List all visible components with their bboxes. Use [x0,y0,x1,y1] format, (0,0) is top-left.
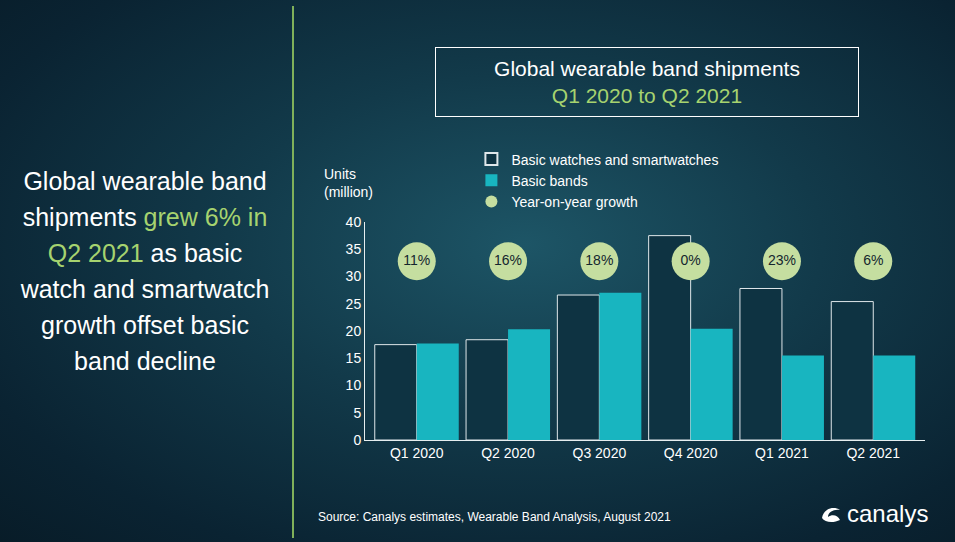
svg-text:15: 15 [346,350,362,366]
html-text:Source: Canalys estimates, Wea: Source: Canalys estimates, Wearable Band… [318,510,671,524]
svg-text:Q2 2020: Q2 2020 [481,445,535,461]
svg-text:0%: 0% [681,252,701,268]
svg-text:6%: 6% [863,252,883,268]
svg-text:40: 40 [346,214,362,230]
svg-text:Q4 2020: Q4 2020 [664,445,718,461]
svg-text:20: 20 [346,323,362,339]
svg-text:10: 10 [346,377,362,393]
svg-text:Units(million): Units(million) [324,166,373,200]
svg-text:25: 25 [346,296,362,312]
svg-text:Year-on-year growth: Year-on-year growth [511,194,637,210]
svg-text:18%: 18% [585,252,613,268]
svg-text:11%: 11% [403,252,430,268]
svg-text:30: 30 [346,268,362,284]
svg-text:35: 35 [346,241,362,257]
svg-text:Global wearable band shipments: Global wearable band shipmentsQ1 2020 to… [494,57,800,107]
svg-text:Basic watches and smartwatches: Basic watches and smartwatches [511,152,718,168]
svg-text:Basic bands: Basic bands [511,173,587,189]
html-text:canalys: canalys [847,500,929,527]
svg-text:Q3 2020: Q3 2020 [572,445,626,461]
svg-text:Q1 2020: Q1 2020 [390,445,444,461]
svg-text:5: 5 [353,405,361,421]
html-text:Global wearable band shipments: Global wearable band shipments grew 6% i… [20,167,270,375]
svg-text:0: 0 [353,432,361,448]
svg-text:16%: 16% [494,252,522,268]
svg-text:Q2 2021: Q2 2021 [846,445,900,461]
svg-text:Q1 2021: Q1 2021 [755,445,809,461]
svg-text:23%: 23% [768,252,796,268]
